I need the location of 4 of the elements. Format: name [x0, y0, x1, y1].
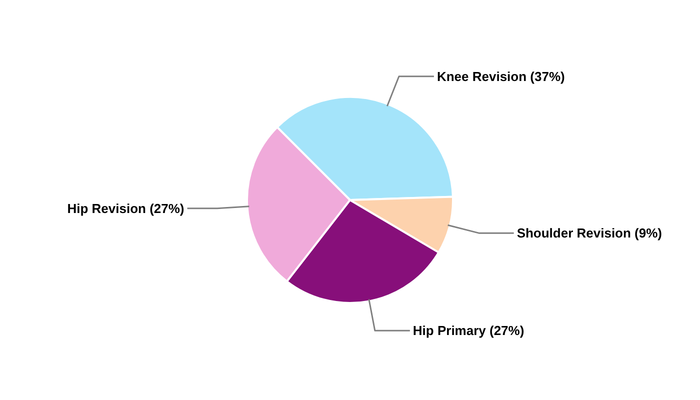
slice-label: Knee Revision (37%) — [436, 68, 565, 84]
slice-label: Hip Revision (27%) — [67, 200, 184, 216]
slice-label: Shoulder Revision (9%) — [516, 226, 662, 241]
slice-label: Hip Primary (27%) — [412, 323, 524, 338]
